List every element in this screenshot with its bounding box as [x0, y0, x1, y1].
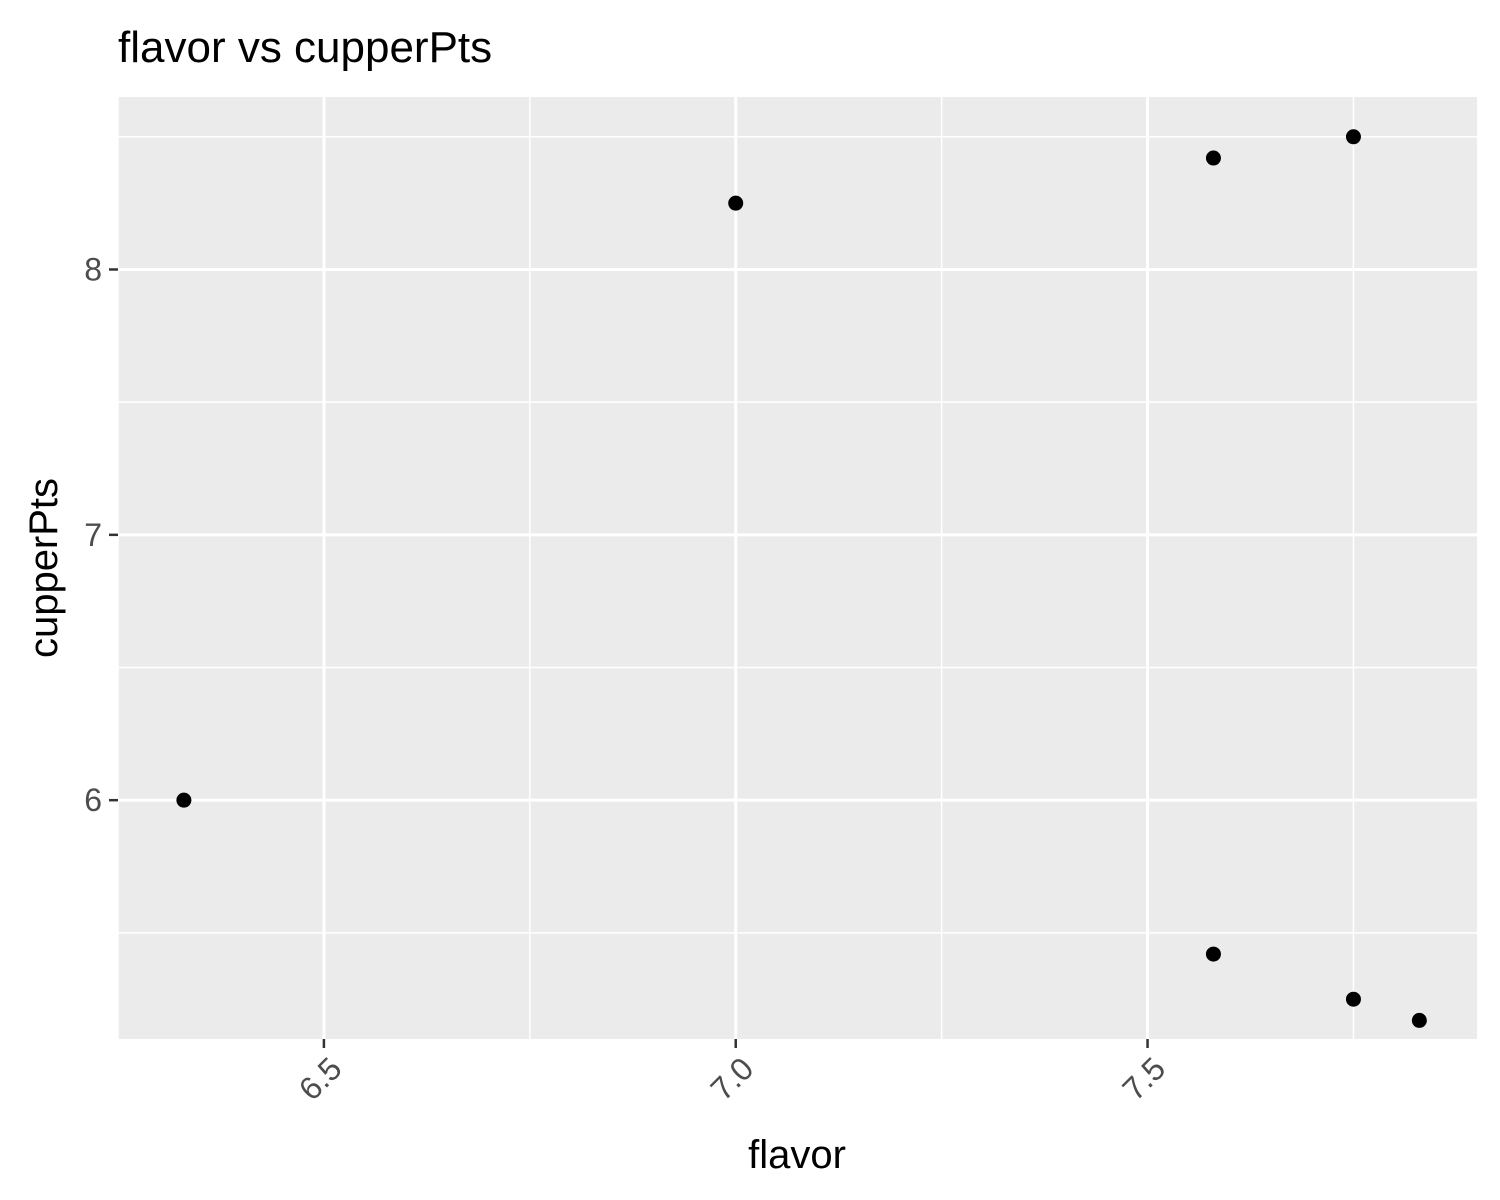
x-tick-labels: 6.5 7.0 7.5 [292, 1050, 1173, 1107]
y-tick-labels: 6 7 8 [84, 251, 102, 818]
y-axis-title: cupperPts [22, 478, 66, 658]
minor-gridlines [117, 97, 1477, 1039]
x-tick-label: 6.5 [292, 1050, 349, 1107]
data-point [1205, 150, 1221, 166]
x-tick-label: 7.5 [1115, 1050, 1172, 1107]
x-tick-label: 7.0 [704, 1050, 761, 1107]
data-point [1411, 1012, 1427, 1028]
chart-title: flavor vs cupperPts [118, 23, 492, 72]
major-gridlines [118, 97, 1477, 1039]
plot-panel [118, 97, 1477, 1039]
data-points [176, 129, 1427, 1028]
data-point [1345, 129, 1361, 145]
data-point [176, 792, 192, 808]
axis-ticks [109, 268, 1149, 1048]
y-tick-label: 6 [84, 782, 102, 818]
data-point [1205, 946, 1221, 962]
y-tick-label: 8 [84, 251, 102, 287]
y-tick-label: 7 [84, 517, 102, 553]
x-axis-title: flavor [748, 1133, 846, 1177]
data-point [1345, 991, 1361, 1007]
data-point [728, 195, 744, 211]
